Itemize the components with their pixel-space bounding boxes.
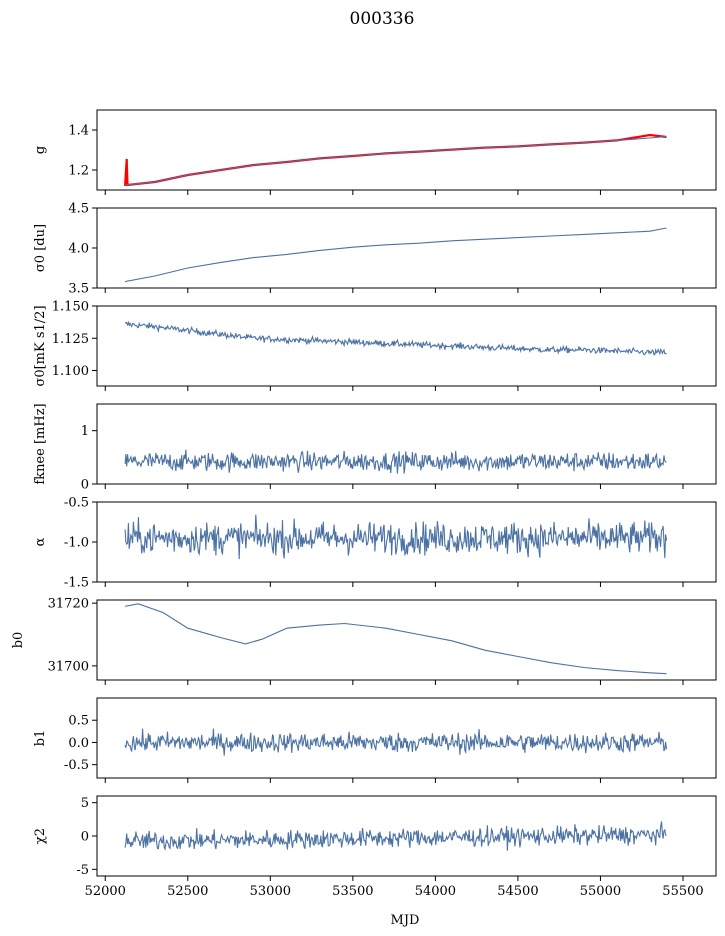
x-tick-label: 55000	[580, 884, 621, 899]
series-g	[125, 135, 667, 186]
y-axis-label-sigma0_mK: σ0[mK s1/2]	[33, 305, 48, 386]
y-tick-label: 4.0	[68, 242, 89, 257]
y-axis-label-fknee: fknee [mHz]	[33, 403, 48, 484]
axes-frame	[96, 403, 717, 485]
x-tick-label: 53000	[250, 884, 291, 899]
x-tick-label: 54000	[415, 884, 456, 899]
y-tick-label: 1.150	[52, 300, 89, 315]
y-tick-label: 1	[81, 424, 89, 439]
y-tick-label: -0.5	[64, 496, 89, 511]
series-sigma0_du	[124, 227, 667, 283]
y-tick-label: 5	[81, 796, 89, 811]
x-tick-label: 55500	[662, 884, 703, 899]
y-tick-label: 0.5	[68, 714, 89, 729]
y-tick-label: 1.100	[52, 364, 89, 379]
series-sigma0_mK	[124, 320, 667, 356]
y-tick-label: -1.0	[64, 536, 89, 551]
y-tick-label: 1.4	[68, 124, 89, 139]
y-axis-label-b1: b1	[33, 730, 48, 747]
y-tick-label: 3.5	[68, 282, 89, 297]
y-tick-label: 1.2	[68, 164, 89, 179]
series-b1	[124, 728, 668, 756]
x-tick-label: 52500	[167, 884, 208, 899]
y-axis-label-g: g	[33, 146, 48, 154]
y-tick-label: -0.5	[64, 758, 89, 773]
y-axis-label-alpha: α	[33, 537, 48, 546]
y-tick-label: -1.5	[64, 576, 89, 591]
panels: 1.2 1.4 g 3.5 4.0 4.5 σ0 [du] 1.100 1.125 1.150 σ0…	[11, 109, 717, 899]
axes-frame	[96, 109, 717, 191]
x-tick-label: 54500	[497, 884, 538, 899]
axes-frame	[96, 305, 717, 387]
panel-alpha: -1.5 -1.0 -0.5 α	[33, 496, 717, 591]
panel-b1: -0.5 0.0 0.5 b1	[33, 697, 717, 783]
x-tick-label: 53500	[332, 884, 373, 899]
y-axis-label-sigma0_du: σ0 [du]	[33, 224, 48, 272]
panel-sigma0_du: 3.5 4.0 4.5 σ0 [du]	[33, 202, 717, 297]
x-tick-label: 52000	[85, 884, 126, 899]
axes-frame	[96, 697, 717, 779]
y-tick-label: 0	[81, 830, 89, 845]
series-chi2	[124, 821, 667, 851]
series-b0	[124, 603, 667, 675]
y-axis-label-chi2: χ2	[33, 828, 48, 844]
panel-b0: 31700 31720 b0	[11, 597, 717, 685]
y-tick-label: 0	[81, 478, 89, 493]
y-tick-label: 1.125	[52, 332, 89, 347]
series-fknee	[124, 449, 667, 474]
figure-title: 000336	[350, 9, 415, 29]
y-tick-label: 0.0	[68, 736, 89, 751]
y-tick-label: 31720	[48, 597, 89, 612]
panel-sigma0_mK: 1.100 1.125 1.150 σ0[mK s1/2]	[33, 300, 717, 391]
panel-g: 1.2 1.4 g	[33, 109, 717, 195]
y-axis-label-b0: b0	[11, 632, 26, 649]
panel-fknee: 0 1 fknee [mHz]	[33, 403, 717, 493]
y-tick-label: 31700	[48, 659, 89, 674]
panel-chi2: -5 0 5 52000 52500 53000 53500 54000 54500 55000 5…	[33, 795, 717, 899]
y-tick-label: -5	[76, 863, 89, 878]
axes-frame	[96, 599, 717, 681]
series-alpha	[124, 514, 668, 560]
axes-frame	[96, 207, 717, 289]
y-tick-label: 4.5	[68, 202, 89, 217]
x-axis-label: MJD	[391, 913, 420, 928]
